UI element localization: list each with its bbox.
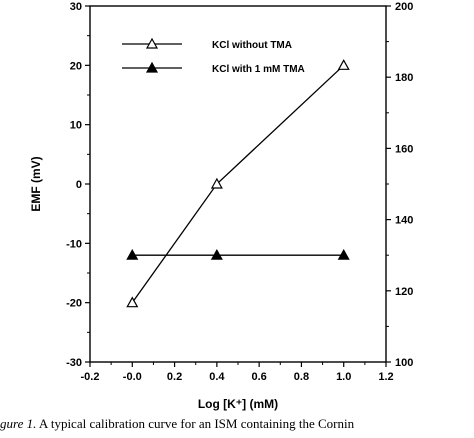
data-point	[210, 248, 223, 260]
series-line	[131, 64, 345, 304]
y2-axis-ticks: 100 120 140 160 180 200	[386, 1, 413, 369]
calibration-chart: -0.2 -0.0 0.2 0.4 0.6 0.8 1.0 1.2 -30 -20 -10 0 10 2…	[29, 1, 413, 411]
y-tick-label: 20	[70, 60, 82, 72]
data-point	[126, 248, 139, 260]
data-point	[337, 248, 350, 260]
y-tick-label: -10	[66, 238, 82, 250]
data-point	[126, 296, 139, 308]
y-tick-label: 10	[70, 120, 82, 132]
x-tick-label: -0.0	[123, 371, 142, 383]
x-axis-ticks: -0.2 -0.0 0.2 0.4 0.6 0.8 1.0 1.2	[81, 362, 394, 383]
data-point	[337, 59, 350, 70]
x-tick-label: 0.8	[294, 371, 309, 383]
series-2	[126, 248, 350, 260]
legend-marker	[145, 61, 159, 73]
data-point	[210, 177, 223, 189]
plot-border	[89, 5, 387, 363]
y-tick-label: 30	[70, 1, 82, 13]
y2-tick-label: 200	[395, 1, 413, 13]
y2-tick-label: 120	[395, 286, 413, 298]
series-1	[126, 59, 350, 308]
legend-label: KCl without TMA	[212, 40, 292, 51]
x-tick-label: 1.2	[378, 371, 393, 383]
y2-tick-label: 180	[395, 72, 413, 84]
legend-label: KCl with 1 mM TMA	[212, 64, 305, 75]
x-tick-label: 0.6	[251, 371, 266, 383]
caption-text: A typical calibration curve for an ISM c…	[38, 416, 355, 431]
y-axis-title: EMF (mV)	[29, 156, 43, 211]
legend-item: KCl with 1 mM TMA	[122, 61, 305, 75]
y-axis-ticks: -30 -20 -10 0 10 20 30	[66, 1, 90, 369]
legend: KCl without TMA KCl with 1 mM TMA	[122, 37, 305, 75]
x-tick-label: -0.2	[81, 371, 100, 383]
x-axis-title: Log [K⁺] (mM)	[198, 397, 278, 411]
y2-tick-label: 140	[395, 215, 413, 227]
figure-caption: gure 1. A typical calibration curve for …	[0, 416, 474, 438]
x-tick-label: 1.0	[336, 371, 351, 383]
x-tick-label: 0.4	[209, 371, 225, 383]
y-tick-label: -20	[66, 298, 82, 310]
y2-tick-label: 100	[395, 357, 413, 369]
figure-label: gure 1.	[0, 416, 37, 431]
legend-item: KCl without TMA	[122, 37, 292, 51]
series-layer	[126, 59, 350, 308]
y-tick-label: 0	[76, 179, 82, 191]
plot-frame	[89, 5, 387, 363]
y2-tick-label: 160	[395, 143, 413, 155]
y-tick-label: -30	[66, 357, 82, 369]
legend-marker	[145, 37, 159, 49]
x-tick-label: 0.2	[167, 371, 182, 383]
